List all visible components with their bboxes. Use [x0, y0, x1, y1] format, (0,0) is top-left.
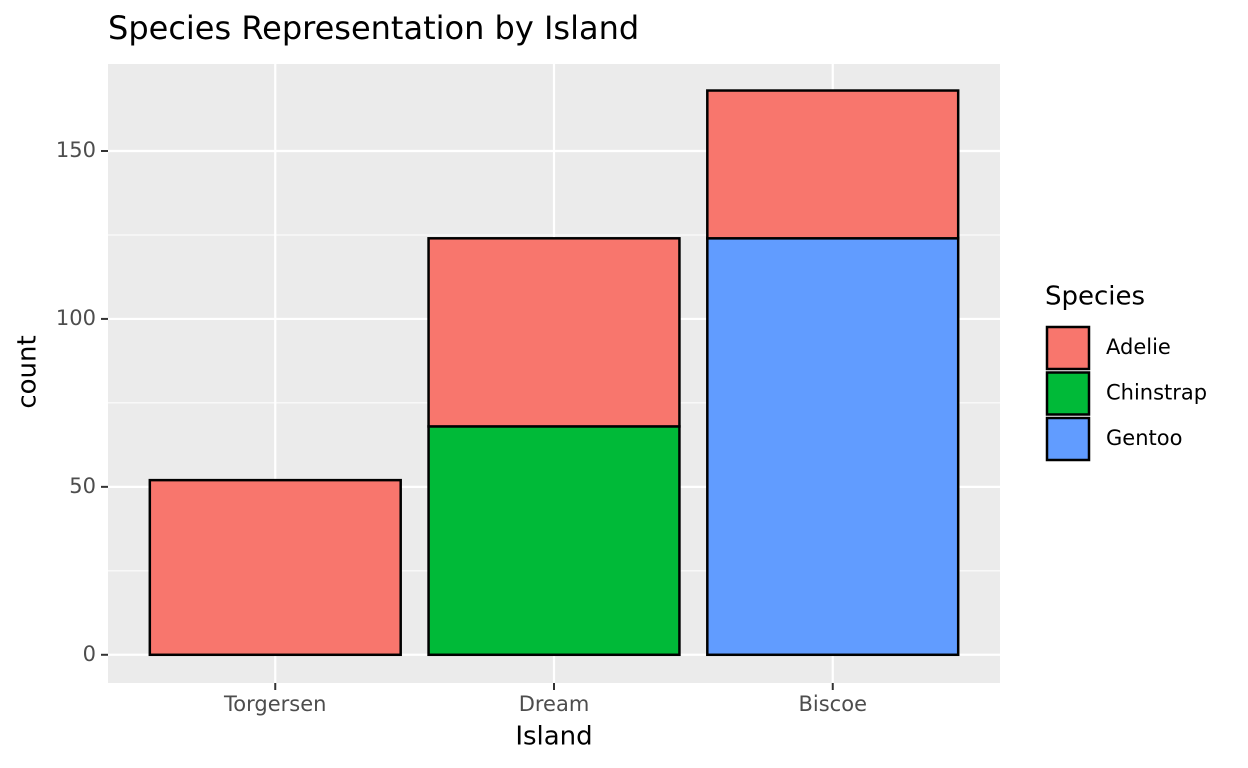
y-tick-label: 0	[83, 642, 96, 666]
y-tick-label: 50	[69, 474, 96, 498]
x-tick-label: Biscoe	[799, 692, 868, 716]
bar-segment	[706, 89, 960, 240]
legend-key	[1045, 371, 1091, 416]
legend-label: Adelie	[1106, 335, 1171, 359]
bar-segment	[148, 478, 402, 657]
bar-segment	[427, 425, 681, 657]
x-tick-label: Dream	[519, 692, 590, 716]
legend-title: Species	[1045, 282, 1145, 312]
legend-label: Chinstrap	[1106, 381, 1207, 405]
x-tick-label: Torgersen	[223, 692, 326, 716]
legend-label: Gentoo	[1106, 426, 1182, 450]
bar-segment	[427, 237, 681, 428]
y-tick-label: 150	[56, 138, 96, 162]
chart-title: Species Representation by Island	[108, 9, 639, 47]
bar-segment	[706, 237, 960, 657]
y-tick-label: 100	[56, 306, 96, 330]
legend-key	[1045, 416, 1091, 462]
legend-key	[1045, 325, 1091, 371]
x-axis-title: Island	[515, 722, 592, 752]
y-axis-title: count	[13, 335, 43, 408]
